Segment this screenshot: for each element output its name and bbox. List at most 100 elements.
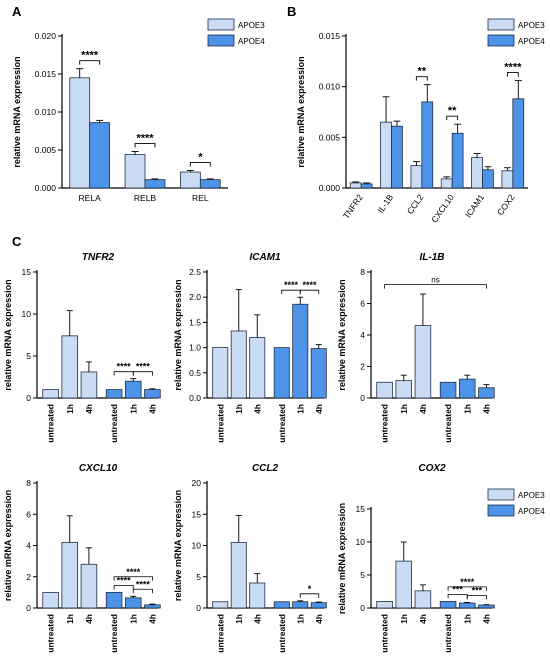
bar [124, 380, 142, 399]
significance-label: **** [136, 579, 151, 589]
y-tick-label: 10 [192, 541, 202, 551]
panel-title: CXCL10 [79, 463, 118, 474]
bar [391, 125, 403, 189]
x-tick-label: 1h [65, 614, 75, 624]
x-tick-label: 1h [128, 614, 138, 624]
bar [395, 560, 413, 609]
y-tick-label: 0.005 [35, 145, 57, 155]
y-tick-label: 15 [192, 509, 202, 519]
significance-label: **** [460, 577, 475, 587]
y-axis-label: relative mRNA expression [296, 56, 306, 167]
panel-label: B [287, 4, 296, 19]
y-tick-label: 1.0 [189, 343, 201, 353]
x-tick-label: REL [192, 193, 209, 203]
x-tick-label: untreated [277, 404, 287, 443]
bar [482, 169, 494, 189]
significance-bracket [132, 588, 153, 594]
bar [199, 179, 221, 189]
significance-bracket [447, 594, 468, 599]
y-tick-label: 10 [356, 537, 366, 547]
bar [414, 590, 432, 609]
significance-label: **** [81, 50, 99, 62]
significance-bracket [299, 593, 320, 598]
legend-label-apoe3: APOE3 [518, 21, 545, 30]
legend-swatch-apoe4 [487, 34, 515, 47]
y-tick-label: 15 [356, 504, 366, 514]
bar [42, 389, 59, 399]
bar [124, 597, 142, 609]
y-tick-label: 0 [26, 393, 31, 403]
y-tick-label: 0.010 [35, 107, 57, 117]
x-tick-label: 1h [295, 404, 305, 414]
x-tick-label: COX2 [495, 192, 517, 217]
x-tick-label: 4h [314, 404, 324, 414]
y-tick-label: 2 [360, 362, 365, 372]
bar [80, 563, 98, 609]
legend-swatch-apoe3 [487, 488, 515, 501]
bar [249, 582, 266, 609]
legend-label-apoe4: APOE4 [518, 37, 545, 46]
bar [376, 601, 393, 609]
y-tick-label: 6 [26, 509, 31, 519]
significance-bracket [299, 289, 320, 295]
legend-label-apoe3: APOE3 [518, 491, 545, 500]
bar [376, 381, 393, 399]
bar [212, 601, 229, 609]
x-tick-label: untreated [215, 614, 225, 653]
x-tick-label: 4h [418, 404, 428, 414]
bar [212, 347, 229, 399]
x-tick-label: untreated [443, 404, 453, 443]
bar [230, 330, 247, 399]
x-tick-label: CCL2 [405, 192, 426, 216]
x-tick-label: untreated [277, 614, 287, 653]
x-tick-label: untreated [46, 614, 56, 653]
bar [292, 601, 309, 609]
significance-bracket [113, 371, 134, 376]
x-tick-label: untreated [109, 404, 119, 443]
bar [439, 381, 457, 399]
significance-label: **** [117, 362, 132, 372]
y-axis-label: relative mRNA expression [173, 490, 183, 601]
significance-bracket [189, 162, 211, 167]
significance-bracket [446, 115, 459, 121]
x-tick-label: untreated [443, 614, 453, 653]
bar [61, 335, 79, 399]
legend-swatch-apoe3 [487, 18, 515, 31]
x-tick-label: 4h [252, 404, 262, 414]
y-tick-label: 0.000 [319, 183, 341, 193]
y-tick-label: 0.015 [319, 31, 341, 41]
significance-label: ** [448, 105, 457, 117]
x-tick-label: untreated [215, 404, 225, 443]
x-tick-label: untreated [380, 614, 390, 653]
bar [144, 604, 161, 609]
bar [144, 389, 161, 399]
significance-bracket [415, 76, 428, 81]
significance-label: **** [504, 62, 522, 74]
panel-label: C [12, 234, 22, 249]
x-tick-label: 4h [84, 404, 94, 414]
x-tick-label: 1h [65, 404, 75, 414]
significance-label: ** [418, 66, 427, 78]
bar [501, 170, 514, 189]
x-tick-label: 4h [418, 614, 428, 624]
x-tick-label: TNFR2 [341, 192, 365, 220]
bar [105, 591, 123, 609]
legend-label-apoe3: APOE3 [238, 21, 265, 30]
significance-label: **** [117, 575, 132, 585]
x-tick-label: 4h [147, 404, 157, 414]
x-tick-label: untreated [46, 404, 56, 443]
bar [439, 601, 457, 609]
significance-bracket [134, 143, 156, 148]
panel-title: ICAM1 [249, 252, 281, 263]
significance-bracket [506, 72, 519, 77]
y-tick-label: 20 [192, 478, 202, 488]
bar [180, 171, 201, 189]
x-tick-label: 1h [399, 614, 409, 624]
significance-label: **** [302, 280, 317, 290]
significance-label: ns [431, 276, 439, 285]
x-tick-label: RELA [79, 193, 102, 203]
y-tick-label: 15 [22, 267, 32, 277]
y-axis-label: relative mRNA expression [173, 279, 183, 390]
significance-bracket [113, 584, 134, 590]
